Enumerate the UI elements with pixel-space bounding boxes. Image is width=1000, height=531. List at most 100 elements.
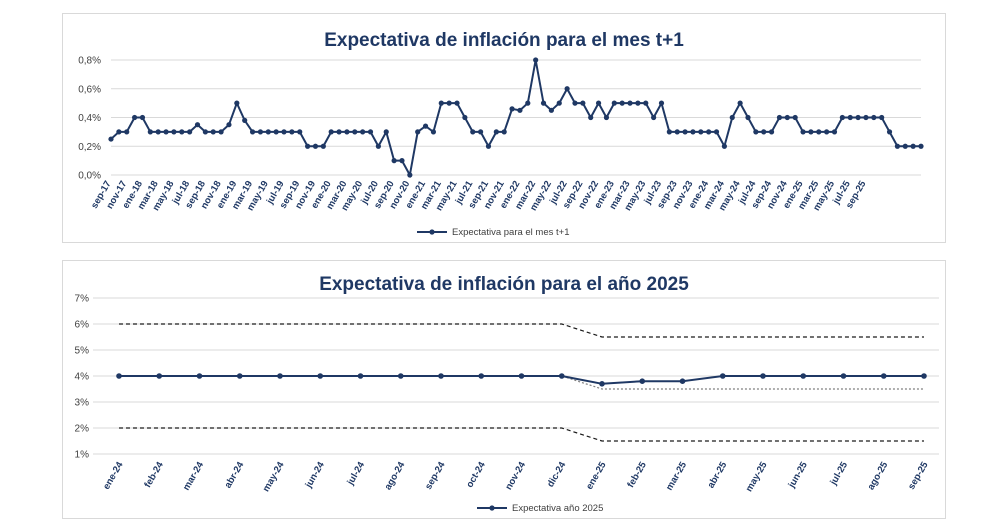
legend-label: Expectativa para el mes t+1 [452, 227, 570, 238]
data-point [234, 100, 240, 106]
data-point [454, 100, 460, 106]
data-point [603, 114, 610, 121]
x-tick-label: ene-24 [101, 459, 126, 491]
data-point [666, 129, 672, 135]
x-tick-label: sep-24 [423, 459, 448, 491]
data-point [831, 129, 838, 135]
x-tick-label: nov-24 [503, 459, 528, 492]
data-point [800, 373, 807, 379]
data-point [548, 107, 554, 113]
data-point [824, 129, 830, 135]
data-point [196, 373, 203, 379]
x-tick-label: ago-24 [383, 459, 408, 492]
data-point [328, 129, 334, 135]
y-tick-label: 6% [75, 320, 90, 331]
data-point [863, 114, 869, 121]
data-point [558, 373, 565, 379]
y-tick-label: 7% [75, 294, 90, 305]
y-tick-label: 5% [75, 346, 90, 357]
data-point [462, 114, 468, 121]
chart-title: Expectativa de inflación para el año 202… [319, 274, 689, 295]
data-point [289, 129, 295, 135]
data-point [470, 129, 476, 135]
data-point [478, 373, 485, 379]
data-point [556, 100, 562, 106]
data-point [320, 143, 326, 149]
data-point [446, 100, 452, 106]
data-point [737, 100, 743, 106]
data-point [163, 129, 169, 135]
y-tick-label: 0,4% [78, 113, 101, 124]
x-tick-label: ene-25 [584, 459, 609, 491]
data-point [599, 381, 605, 387]
data-point [776, 114, 783, 121]
data-point [312, 143, 319, 149]
data-point [422, 123, 429, 129]
data-point [236, 373, 243, 379]
data-point [179, 129, 185, 135]
reference-band-line [119, 427, 924, 442]
data-point [658, 100, 665, 106]
data-point [595, 100, 602, 106]
y-tick-label: 0,8% [78, 56, 101, 67]
data-point [619, 100, 625, 106]
data-point [816, 129, 822, 135]
data-point [921, 373, 927, 379]
data-point [139, 114, 146, 121]
data-point [588, 114, 594, 121]
data-point [147, 129, 153, 135]
data-point [808, 129, 814, 135]
data-point [753, 129, 759, 135]
data-point [155, 129, 161, 135]
data-point [305, 143, 311, 149]
data-point [397, 373, 404, 379]
data-point [357, 373, 364, 379]
y-tick-label: 1% [75, 450, 90, 461]
reference-band-line [119, 323, 924, 338]
x-tick-label: feb-24 [142, 459, 166, 489]
data-point [525, 100, 531, 106]
x-tick-label: dic-24 [545, 459, 569, 489]
legend-label: Expectativa año 2025 [512, 503, 603, 514]
y-tick-label: 0,6% [78, 84, 101, 95]
data-point [273, 129, 279, 135]
data-point [438, 100, 444, 106]
data-point [281, 129, 287, 135]
data-point [509, 106, 515, 112]
y-tick-label: 2% [75, 424, 90, 435]
data-point [698, 129, 704, 135]
data-point [391, 158, 397, 164]
data-point [108, 136, 114, 142]
data-point [131, 114, 138, 121]
data-point [493, 129, 499, 135]
data-point [485, 143, 492, 149]
y-tick-label: 3% [75, 398, 90, 409]
x-tick-label: may-25 [744, 459, 770, 493]
data-point [202, 129, 208, 135]
data-point [257, 129, 264, 135]
data-point [317, 373, 324, 379]
data-point [643, 100, 649, 106]
data-point [517, 107, 523, 113]
x-tick-label: feb-25 [625, 459, 649, 489]
data-point [682, 129, 688, 135]
data-point [187, 129, 193, 135]
data-point [690, 129, 696, 135]
data-point [706, 129, 712, 135]
x-tick-label: jun-24 [303, 459, 327, 490]
data-point [760, 373, 766, 379]
data-point [761, 129, 767, 135]
data-point [156, 373, 163, 379]
data-point [336, 129, 342, 135]
data-point [116, 373, 122, 379]
data-point [635, 100, 641, 106]
data-point [297, 129, 303, 135]
data-point [679, 378, 686, 384]
data-point [194, 122, 201, 128]
data-point [218, 129, 224, 135]
data-point [415, 129, 421, 135]
data-point [745, 114, 751, 121]
data-point [226, 122, 232, 128]
data-point [879, 114, 885, 121]
x-tick-label: jul-24 [345, 459, 368, 487]
